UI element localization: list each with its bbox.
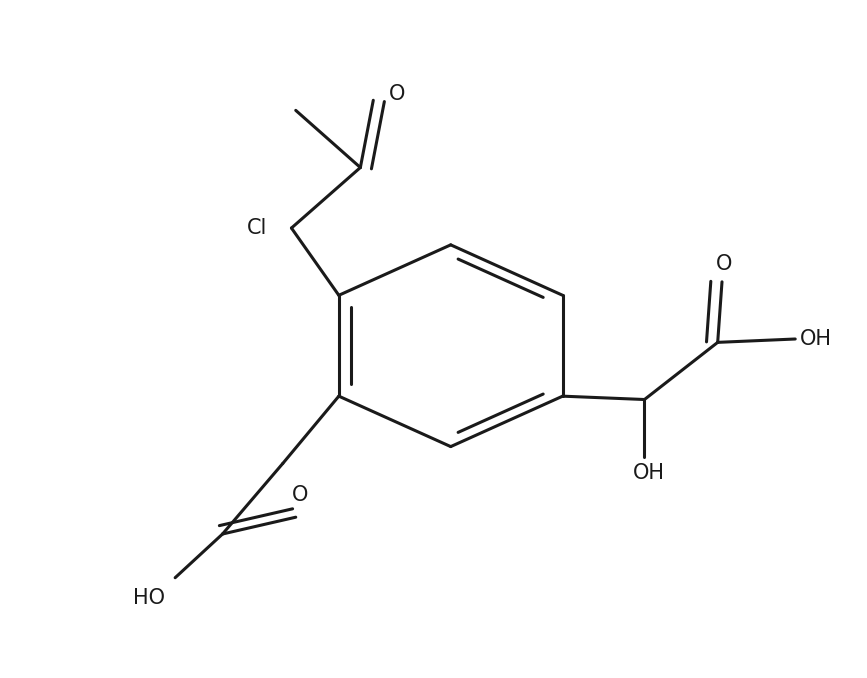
Text: O: O (715, 254, 732, 274)
Text: O: O (388, 83, 405, 104)
Text: OH: OH (799, 329, 831, 349)
Text: HO: HO (133, 588, 165, 607)
Text: OH: OH (633, 463, 665, 483)
Text: O: O (292, 485, 309, 505)
Text: Cl: Cl (247, 218, 267, 238)
